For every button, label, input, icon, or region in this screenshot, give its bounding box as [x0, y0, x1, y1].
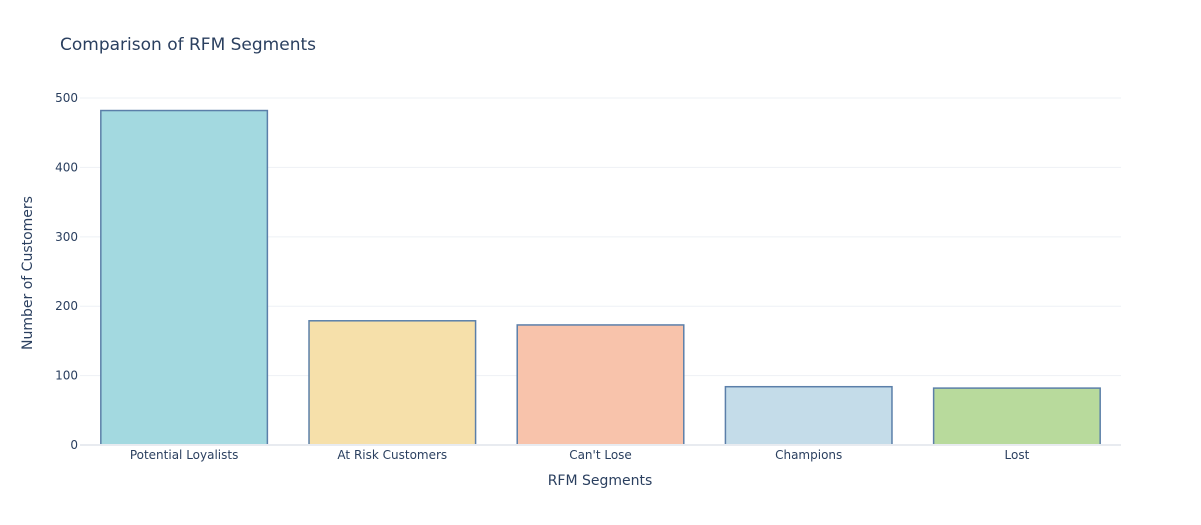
x-tick-label: At Risk Customers [337, 448, 447, 462]
bar-at-risk-customers [308, 320, 477, 446]
x-tick-label: Potential Loyalists [130, 448, 239, 462]
x-axis-title: RFM Segments [548, 473, 653, 489]
y-tick-label: 300 [55, 230, 78, 244]
y-tick-label: 200 [55, 299, 78, 313]
x-axis-ticks: Potential Loyalists At Risk Customers Can'… [130, 448, 1030, 462]
y-axis-title: Number of Customers [20, 196, 36, 350]
x-tick-label: Lost [1005, 448, 1030, 462]
bars [100, 109, 1101, 446]
x-tick-label: Champions [775, 448, 842, 462]
bar-lost [932, 387, 1101, 446]
y-tick-label: 500 [55, 91, 78, 105]
bar-can-t-lose [516, 324, 685, 446]
x-tick-label: Can't Lose [569, 448, 632, 462]
y-tick-label: 0 [70, 438, 78, 452]
bar-champions [724, 385, 893, 446]
chart-title: Comparison of RFM Segments [60, 35, 316, 55]
y-axis-ticks: 0 100 200 300 400 500 [55, 91, 78, 452]
y-tick-label: 100 [55, 369, 78, 383]
y-tick-label: 400 [55, 160, 78, 174]
bar-potential-loyalists [100, 109, 269, 446]
